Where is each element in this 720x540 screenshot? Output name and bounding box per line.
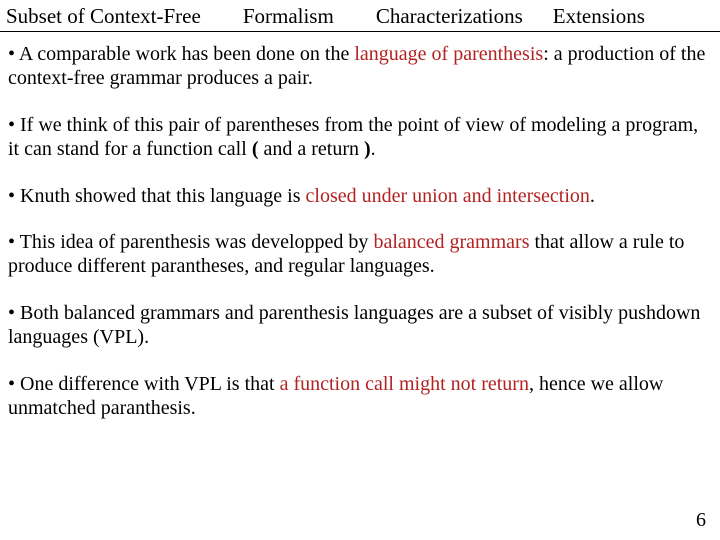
header-nav: Subset of Context-Free Formalism Charact… [0, 0, 720, 32]
bullet-6-highlight: a function call might not return [280, 373, 529, 395]
bullet-6-pre: • One difference with VPL is that [8, 373, 280, 395]
bullet-3-highlight: closed under union and intersection [306, 185, 590, 207]
bullet-2-mid: and a return [258, 138, 364, 160]
nav-characterizations[interactable]: Characterizations [376, 4, 523, 29]
slide-content: • A comparable work has been done on the… [0, 32, 720, 420]
nav-formalism[interactable]: Formalism [243, 4, 334, 29]
bullet-1-highlight: language of parenthesis [354, 43, 543, 65]
nav-extensions[interactable]: Extensions [553, 4, 645, 29]
page-number: 6 [696, 509, 706, 532]
bullet-4: • This idea of parenthesis was developpe… [8, 230, 708, 279]
bullet-2: • If we think of this pair of parenthese… [8, 113, 708, 162]
bullet-6: • One difference with VPL is that a func… [8, 372, 708, 421]
bullet-4-highlight: balanced grammars [373, 231, 529, 253]
bullet-3-pre: • Knuth showed that this language is [8, 185, 306, 207]
bullet-1: • A comparable work has been done on the… [8, 42, 708, 91]
nav-subset-context-free[interactable]: Subset of Context-Free [6, 4, 201, 29]
bullet-5-text: • Both balanced grammars and parenthesis… [8, 302, 700, 348]
bullet-2-paren-close: ) [364, 138, 371, 160]
bullet-4-pre: • This idea of parenthesis was developpe… [8, 231, 373, 253]
bullet-1-pre: • A comparable work has been done on the [8, 43, 354, 65]
bullet-2-post: . [371, 138, 376, 160]
bullet-5: • Both balanced grammars and parenthesis… [8, 301, 708, 350]
bullet-3-post: . [590, 185, 595, 207]
bullet-3: • Knuth showed that this language is clo… [8, 184, 708, 208]
